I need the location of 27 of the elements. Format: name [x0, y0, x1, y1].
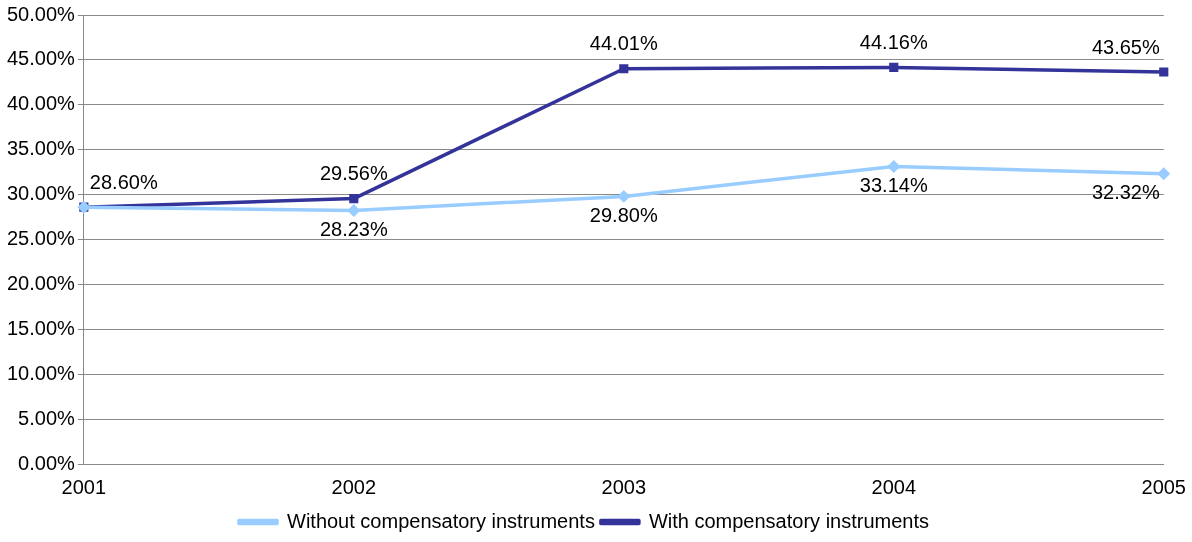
y-tick-label: 0.00%: [18, 451, 76, 474]
x-tick-label: 2005: [1141, 475, 1186, 498]
data-label: 33.14%: [859, 173, 928, 196]
y-tick-label: 10.00%: [6, 361, 76, 384]
data-label: 32.32%: [1091, 181, 1160, 204]
y-tick-label: 40.00%: [6, 92, 76, 115]
legend-label: Without compensatory instruments: [287, 509, 595, 532]
data-label: 29.56%: [319, 162, 388, 185]
y-tick-label: 5.00%: [18, 406, 76, 429]
data-label: 43.65%: [1091, 35, 1160, 58]
x-tick-label: 2002: [331, 475, 377, 498]
x-tick-label: 2004: [871, 475, 917, 498]
y-tick-label: 30.00%: [6, 182, 76, 205]
y-tick-label: 35.00%: [6, 137, 76, 160]
data-label: 44.01%: [589, 32, 658, 55]
y-tick-label: 50.00%: [6, 2, 76, 25]
legend-label: With compensatory instruments: [648, 509, 930, 532]
x-tick-label: 2003: [601, 475, 647, 498]
data-label: 29.80%: [589, 203, 658, 226]
y-tick-label: 20.00%: [6, 271, 76, 294]
y-tick-label: 45.00%: [6, 47, 76, 70]
data-label: 44.16%: [859, 30, 928, 53]
x-tick-label: 2001: [61, 475, 107, 498]
data-label: 28.60%: [89, 170, 158, 193]
y-tick-label: 15.00%: [6, 316, 76, 339]
y-tick-label: 25.00%: [6, 227, 76, 250]
data-label: 28.23%: [319, 218, 388, 241]
